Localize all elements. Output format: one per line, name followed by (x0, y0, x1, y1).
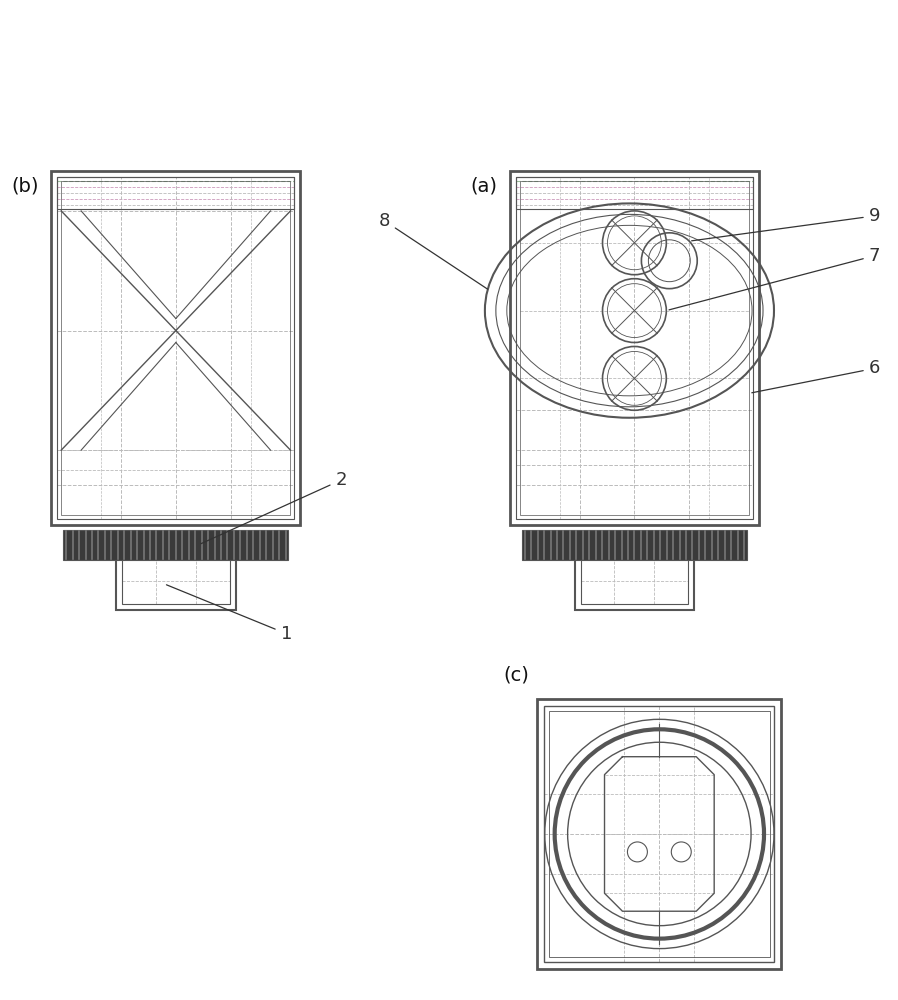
Bar (57, 177, 295, 209)
Bar (63, 530, 288, 560)
Text: 6: 6 (752, 359, 880, 393)
Text: 2: 2 (201, 471, 347, 544)
Bar (51, 171, 301, 525)
Bar (116, 545, 235, 610)
Bar (122, 551, 230, 604)
Text: 8: 8 (379, 212, 488, 289)
Bar (544, 706, 774, 962)
Bar (581, 551, 688, 604)
Bar (575, 545, 694, 610)
Bar (515, 177, 753, 519)
Bar (520, 181, 749, 515)
Text: 9: 9 (691, 207, 880, 241)
Bar (537, 699, 781, 969)
Bar (57, 177, 295, 519)
Bar (61, 181, 290, 515)
Bar (510, 171, 759, 525)
Bar (550, 711, 770, 957)
Bar (515, 177, 753, 209)
Text: 7: 7 (669, 247, 880, 310)
Text: (b): (b) (12, 176, 40, 195)
Bar (522, 530, 747, 560)
Text: 1: 1 (166, 585, 292, 643)
Text: (c): (c) (504, 665, 529, 684)
Text: (a): (a) (471, 176, 497, 195)
